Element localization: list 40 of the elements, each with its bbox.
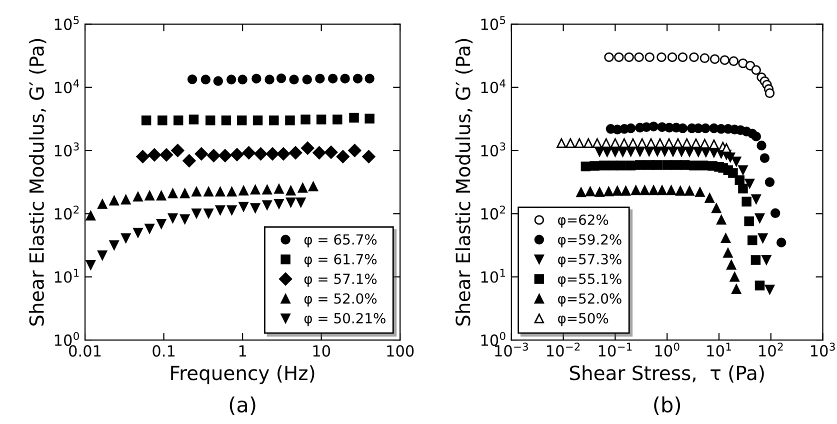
x-axis-title: Shear Stress, τ (Pa) [570, 365, 764, 383]
legend-label: φ = 57.1% [304, 274, 377, 287]
legend-label: φ = 50.21% [304, 312, 386, 326]
y-tick-label: 10$^{4}$ [481, 79, 506, 94]
x-axis-title: Frequency (Hz) [171, 365, 314, 384]
y-tick-label: 10$^{1}$ [54, 268, 79, 283]
x-tick-label: 100 [387, 345, 414, 357]
legend-label: φ=59.2% [558, 234, 622, 248]
x-tick-label: 10$^{3}$ [811, 342, 835, 357]
x-tick-label: 10$^{1}$ [707, 342, 731, 357]
legend-label: φ = 52.0% [304, 293, 377, 306]
y-tick-label: 10$^{3}$ [54, 142, 79, 156]
y-tick-label: 10$^{2}$ [481, 206, 505, 220]
legend-label: φ=55.1% [558, 274, 622, 287]
x-tick-label: 10$^{−2}$ [547, 342, 580, 357]
text: (b) [654, 396, 680, 416]
legend-label: φ=57.3% [558, 254, 622, 268]
legend-label: φ=50% [558, 312, 608, 326]
text: (a) [230, 396, 256, 416]
y-axis-title: Shear Elastic Modulus, G′ (Pa) [28, 39, 46, 326]
legend-label: φ=52.0% [558, 293, 622, 306]
x-tick-label: 10$^{2}$ [759, 342, 783, 357]
y-tick-label: 10$^{1}$ [481, 268, 506, 283]
x-tick-label: 10$^{0}$ [655, 342, 680, 357]
y-tick-label: 10$^{0}$ [54, 332, 79, 346]
y-tick-label: 10$^{0}$ [481, 332, 506, 346]
y-tick-label: 10$^{4}$ [54, 79, 80, 94]
x-tick-label: 10 [313, 345, 330, 357]
legend-label: φ = 61.7% [304, 254, 377, 268]
y-tick-label: 10$^{5}$ [481, 16, 506, 30]
legend-label: φ=62% [558, 214, 608, 228]
y-axis-title: Shear Elastic Modulus, G′ (Pa) [455, 39, 473, 326]
y-tick-label: 10$^{3}$ [481, 142, 506, 156]
legend-label: φ = 65.7% [304, 234, 377, 248]
x-tick-label: 1 [239, 345, 246, 357]
x-tick-label: 0.01 [69, 345, 101, 357]
y-tick-label: 10$^{2}$ [54, 206, 79, 220]
x-tick-label: 10$^{−1}$ [598, 342, 632, 357]
x-tick-label: 0.1 [152, 345, 175, 357]
y-tick-label: 10$^{5}$ [54, 16, 79, 30]
